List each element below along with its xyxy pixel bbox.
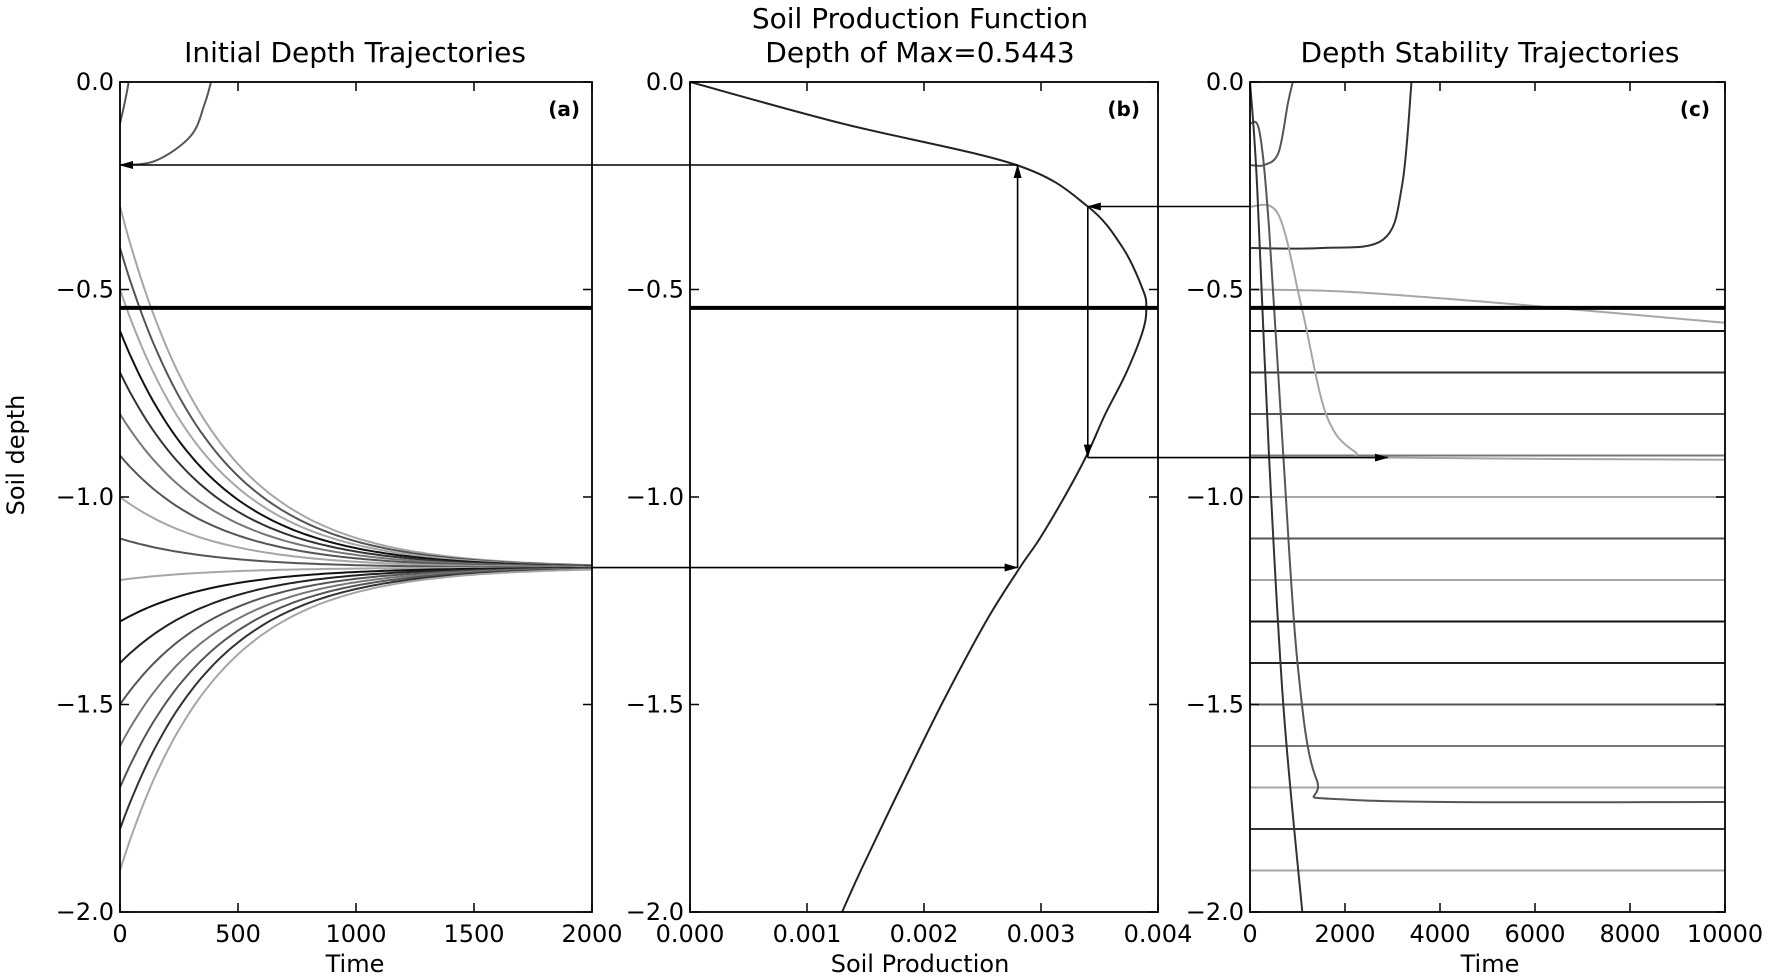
- panel-c-trajectory-line: [1250, 82, 1413, 250]
- panel-b: 0.000 0.001 0.002 0.003 0.004 0.0 −0.5 −1.0 −1.5…: [626, 68, 1193, 977]
- panel-a-series-line: [120, 568, 592, 871]
- panel-b-y-tick-label: −0.5: [626, 276, 684, 304]
- panel-c-series-group: [1250, 82, 1725, 912]
- panel-b-y-tick-label: −2.0: [626, 898, 684, 926]
- panel-a-series-line: [120, 289, 592, 567]
- y-axis-label: Soil depth: [2, 395, 30, 516]
- panel-b-x-tick-label: 0.003: [1007, 920, 1076, 948]
- panel-c-label: (c): [1680, 97, 1710, 121]
- panel-c-y-tick-label: −2.0: [1186, 898, 1244, 926]
- panel-b-series-group: [690, 82, 1158, 912]
- panel-a-series-line: [120, 568, 592, 788]
- panel-c-trajectory-line: [1250, 82, 1304, 912]
- panel-a-x-tick-label: 500: [215, 920, 261, 948]
- panel-a-shallow-line: [120, 82, 212, 166]
- panel-a-series-line: [120, 496, 592, 569]
- panel-a-series-line: [120, 567, 592, 747]
- panel-c-x-tick-label: 6000: [1504, 920, 1565, 948]
- panel-a-series-line: [120, 454, 592, 568]
- panel-a: Initial Depth Trajectories 0 500 1000 1500 2…: [56, 36, 623, 977]
- panel-b-x-tick-label: 0.001: [773, 920, 842, 948]
- panel-b-x-tick-label: 0.002: [890, 920, 959, 948]
- panel-c-trajectory-line: [1250, 82, 1294, 167]
- panel-b-x-tick-label: 0.004: [1124, 920, 1193, 948]
- panel-c-y-tick-label: −0.5: [1186, 276, 1244, 304]
- panel-c-trajectory-line: [1250, 203, 1725, 461]
- panel-a-series-line: [120, 330, 592, 567]
- suptitle-line2: Depth of Max=0.5443: [765, 36, 1074, 69]
- panel-a-plot-area: 0 500 1000 1500 2000 0.0 −0.5 −1.0 −1.5 −2.0: [56, 68, 623, 948]
- panel-b-label: (b): [1107, 97, 1140, 121]
- panel-a-x-label: Time: [325, 950, 385, 977]
- panel-b-x-tick-label: 0.000: [656, 920, 725, 948]
- panel-a-series-line: [120, 568, 592, 830]
- panel-b-production-curve: [690, 82, 1148, 912]
- suptitle-line1: Soil Production Function: [752, 2, 1088, 35]
- panel-b-y-tick-label: 0.0: [646, 68, 684, 96]
- panel-b-plot-area: 0.000 0.001 0.002 0.003 0.004 0.0 −0.5 −1.0 −1.5…: [626, 68, 1193, 948]
- panel-c-x-tick-label: 10000: [1687, 920, 1763, 948]
- panel-c-x-tick-label: 8000: [1599, 920, 1660, 948]
- panel-c-trajectory-line: [1250, 120, 1725, 804]
- panel-a-frame: [119, 81, 593, 913]
- panel-c-y-tick-label: −1.5: [1186, 691, 1244, 719]
- panel-a-x-tick-label: 0: [112, 920, 127, 948]
- panel-b-frame: [689, 81, 1159, 913]
- panel-c-x-label: Time: [1460, 950, 1520, 977]
- panel-a-label: (a): [548, 97, 580, 121]
- panel-c-title: Depth Stability Trajectories: [1301, 36, 1680, 69]
- panel-a-y-tick-label: −1.5: [56, 691, 114, 719]
- panel-c: Depth Stability Trajectories 0 2000 4000 60…: [1186, 36, 1763, 977]
- panel-a-x-tick-label: 1000: [325, 920, 386, 948]
- panel-a-y-tick-label: −2.0: [56, 898, 114, 926]
- arrow-layer: [119, 161, 1389, 572]
- panel-a-x-tick-label: 1500: [443, 920, 504, 948]
- panel-a-y-tick-label: 0.0: [76, 68, 114, 96]
- panel-a-series-group: [120, 82, 592, 871]
- panel-a-y-tick-label: −0.5: [56, 276, 114, 304]
- panel-b-x-label: Soil Production: [831, 950, 1010, 977]
- panel-c-x-tick-label: 2000: [1314, 920, 1375, 948]
- panel-c-plot-area: 0 2000 4000 6000 8000 10000 0.0 −0.5 −1.0 −1.5 −2.…: [1186, 68, 1763, 948]
- panel-a-shallow-line: [120, 82, 130, 124]
- panel-c-x-tick-label: 4000: [1409, 920, 1470, 948]
- panel-b-y-tick-label: −1.5: [626, 691, 684, 719]
- panel-a-title: Initial Depth Trajectories: [184, 36, 526, 69]
- panel-c-frame: [1249, 81, 1726, 913]
- panel-a-y-tick-label: −1.0: [56, 483, 114, 511]
- panel-a-series-line: [120, 206, 592, 567]
- panel-c-x-tick-label: 0: [1242, 920, 1257, 948]
- panel-c-y-tick-label: −1.0: [1186, 483, 1244, 511]
- panel-a-series-line: [120, 247, 592, 567]
- panel-c-y-tick-label: 0.0: [1206, 68, 1244, 96]
- panel-a-x-tick-label: 2000: [561, 920, 622, 948]
- panel-c-trajectory-line: [1250, 288, 1725, 324]
- panel-b-y-tick-label: −1.0: [626, 483, 684, 511]
